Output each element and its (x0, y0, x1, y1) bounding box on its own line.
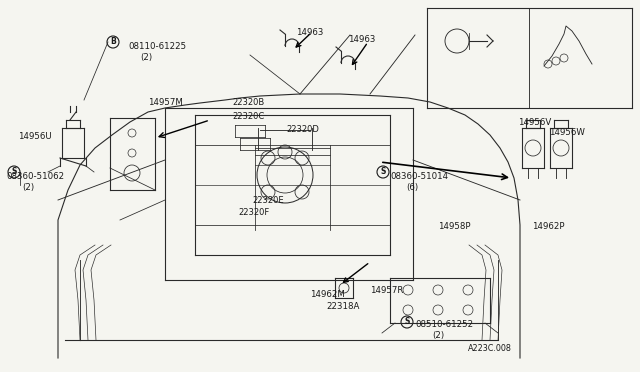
Text: 14963: 14963 (348, 35, 376, 44)
Text: (2): (2) (22, 183, 34, 192)
Text: 14958P: 14958P (438, 222, 470, 231)
Text: 08360-51014: 08360-51014 (390, 172, 448, 181)
Text: 14956U: 14956U (18, 132, 52, 141)
Text: 08510-61252: 08510-61252 (415, 320, 473, 329)
Text: (2): (2) (432, 331, 444, 340)
Text: 22318A: 22318A (326, 302, 360, 311)
Text: 22320E: 22320E (252, 196, 284, 205)
Text: B: B (110, 38, 116, 46)
Text: 22320B: 22320B (232, 98, 264, 107)
Text: 08360-51062: 08360-51062 (6, 172, 64, 181)
Text: 22320C: 22320C (232, 112, 264, 121)
Text: 14963: 14963 (296, 28, 323, 37)
Text: (6): (6) (406, 183, 418, 192)
Text: 14957M: 14957M (148, 98, 183, 107)
Text: 14956V: 14956V (518, 118, 551, 127)
Text: 14962M: 14962M (310, 290, 345, 299)
Text: 08110-61225: 08110-61225 (128, 42, 186, 51)
Text: S: S (380, 167, 386, 176)
Text: 14956W: 14956W (549, 128, 585, 137)
Text: 14962P: 14962P (532, 222, 564, 231)
Text: A223C.008: A223C.008 (468, 344, 512, 353)
Text: S: S (404, 317, 410, 327)
Text: 22320D: 22320D (286, 125, 319, 134)
Text: S: S (12, 167, 17, 176)
Text: (2): (2) (140, 53, 152, 62)
Text: 22320F: 22320F (238, 208, 269, 217)
Text: 14957R: 14957R (370, 286, 403, 295)
